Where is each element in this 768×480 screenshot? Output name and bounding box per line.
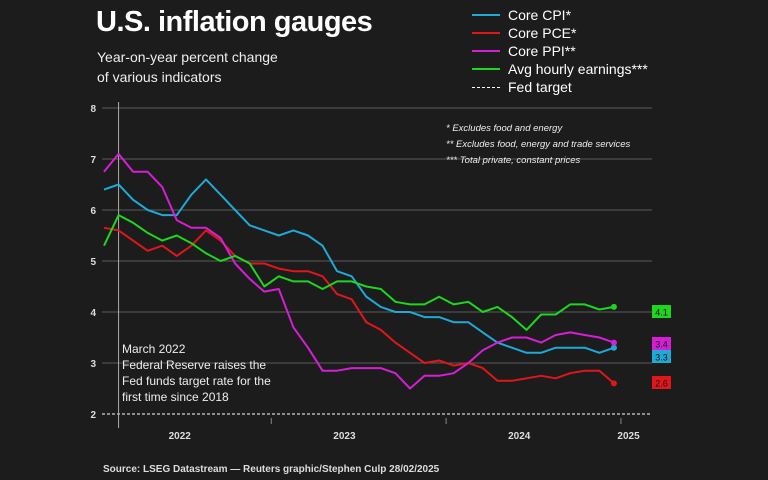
end-label-box <box>652 376 671 389</box>
legend-item-fed-target: Fed target <box>472 78 648 96</box>
series-line-2 <box>103 152 615 390</box>
y-tick-label: 6 <box>90 206 96 217</box>
series-end-point <box>610 380 617 387</box>
legend-swatch <box>472 68 500 70</box>
annotation-line: March 2022 <box>122 342 186 356</box>
y-tick-label: 2 <box>90 410 96 421</box>
footnote: * Excludes food and energy <box>446 123 563 134</box>
footnote: *** Total private, constant prices <box>446 155 581 166</box>
y-tick-label: 3 <box>90 359 96 370</box>
series-end-point <box>610 344 617 351</box>
end-label: 3.4 <box>655 340 668 350</box>
y-tick-label: 4 <box>90 308 96 319</box>
series-end-point <box>610 303 617 310</box>
y-tick-label: 7 <box>90 155 96 166</box>
footnotes: * Excludes food and energy ** Excludes f… <box>446 121 630 169</box>
series-line-3 <box>103 214 615 331</box>
annotation-line: Fed funds target rate for the <box>122 374 271 388</box>
y-tick-label: 8 <box>90 104 96 115</box>
end-label: 2.6 <box>655 379 668 389</box>
legend-swatch <box>472 86 500 88</box>
annotation-line: Federal Reserve raises the <box>122 358 267 372</box>
x-tick-label: 2022 <box>169 431 192 442</box>
legend-label: Core PCE* <box>508 25 577 41</box>
legend-label: Avg hourly earnings*** <box>508 61 648 77</box>
legend-swatch <box>472 32 500 34</box>
legend-item-core-pce: Core PCE* <box>472 24 648 42</box>
legend-swatch <box>472 14 500 16</box>
x-tick-label: 2023 <box>333 431 356 442</box>
legend-label: Fed target <box>508 79 572 95</box>
legend-item-core-ppi: Core PPI** <box>472 42 648 60</box>
end-label: 3.3 <box>655 353 668 363</box>
series-line-0 <box>103 178 615 354</box>
series-line-1 <box>103 226 615 385</box>
x-tick-label: 2025 <box>617 431 640 442</box>
y-tick-label: 5 <box>90 257 96 268</box>
source-note: Source: LSEG Datastream — Reuters graphi… <box>103 464 440 475</box>
end-label-box <box>652 305 671 318</box>
chart-title: U.S. inflation gauges <box>96 6 373 38</box>
footnote: ** Excludes food, energy and trade servi… <box>446 139 631 150</box>
event-annotation: March 2022 Federal Reserve raises the Fe… <box>122 341 271 405</box>
legend-label: Core CPI* <box>508 7 572 23</box>
end-label: 4.1 <box>655 308 668 318</box>
end-label-box <box>652 350 671 363</box>
legend-swatch <box>472 50 500 52</box>
annotation-line: first time since 2018 <box>122 390 229 404</box>
subtitle-line: of various indicators <box>97 69 222 85</box>
end-label-box <box>652 337 671 350</box>
legend-item-avg-hourly-earnings: Avg hourly earnings*** <box>472 60 648 78</box>
legend-label: Core PPI** <box>508 43 576 59</box>
subtitle-line: Year-on-year percent change <box>97 49 278 65</box>
legend-item-core-cpi: Core CPI* <box>472 6 648 24</box>
series-end-point <box>610 339 617 346</box>
x-tick-label: 2024 <box>508 431 531 442</box>
chart-subtitle: Year-on-year percent change of various i… <box>97 47 278 87</box>
legend: Core CPI* Core PCE* Core PPI** Avg hourl… <box>472 6 648 96</box>
